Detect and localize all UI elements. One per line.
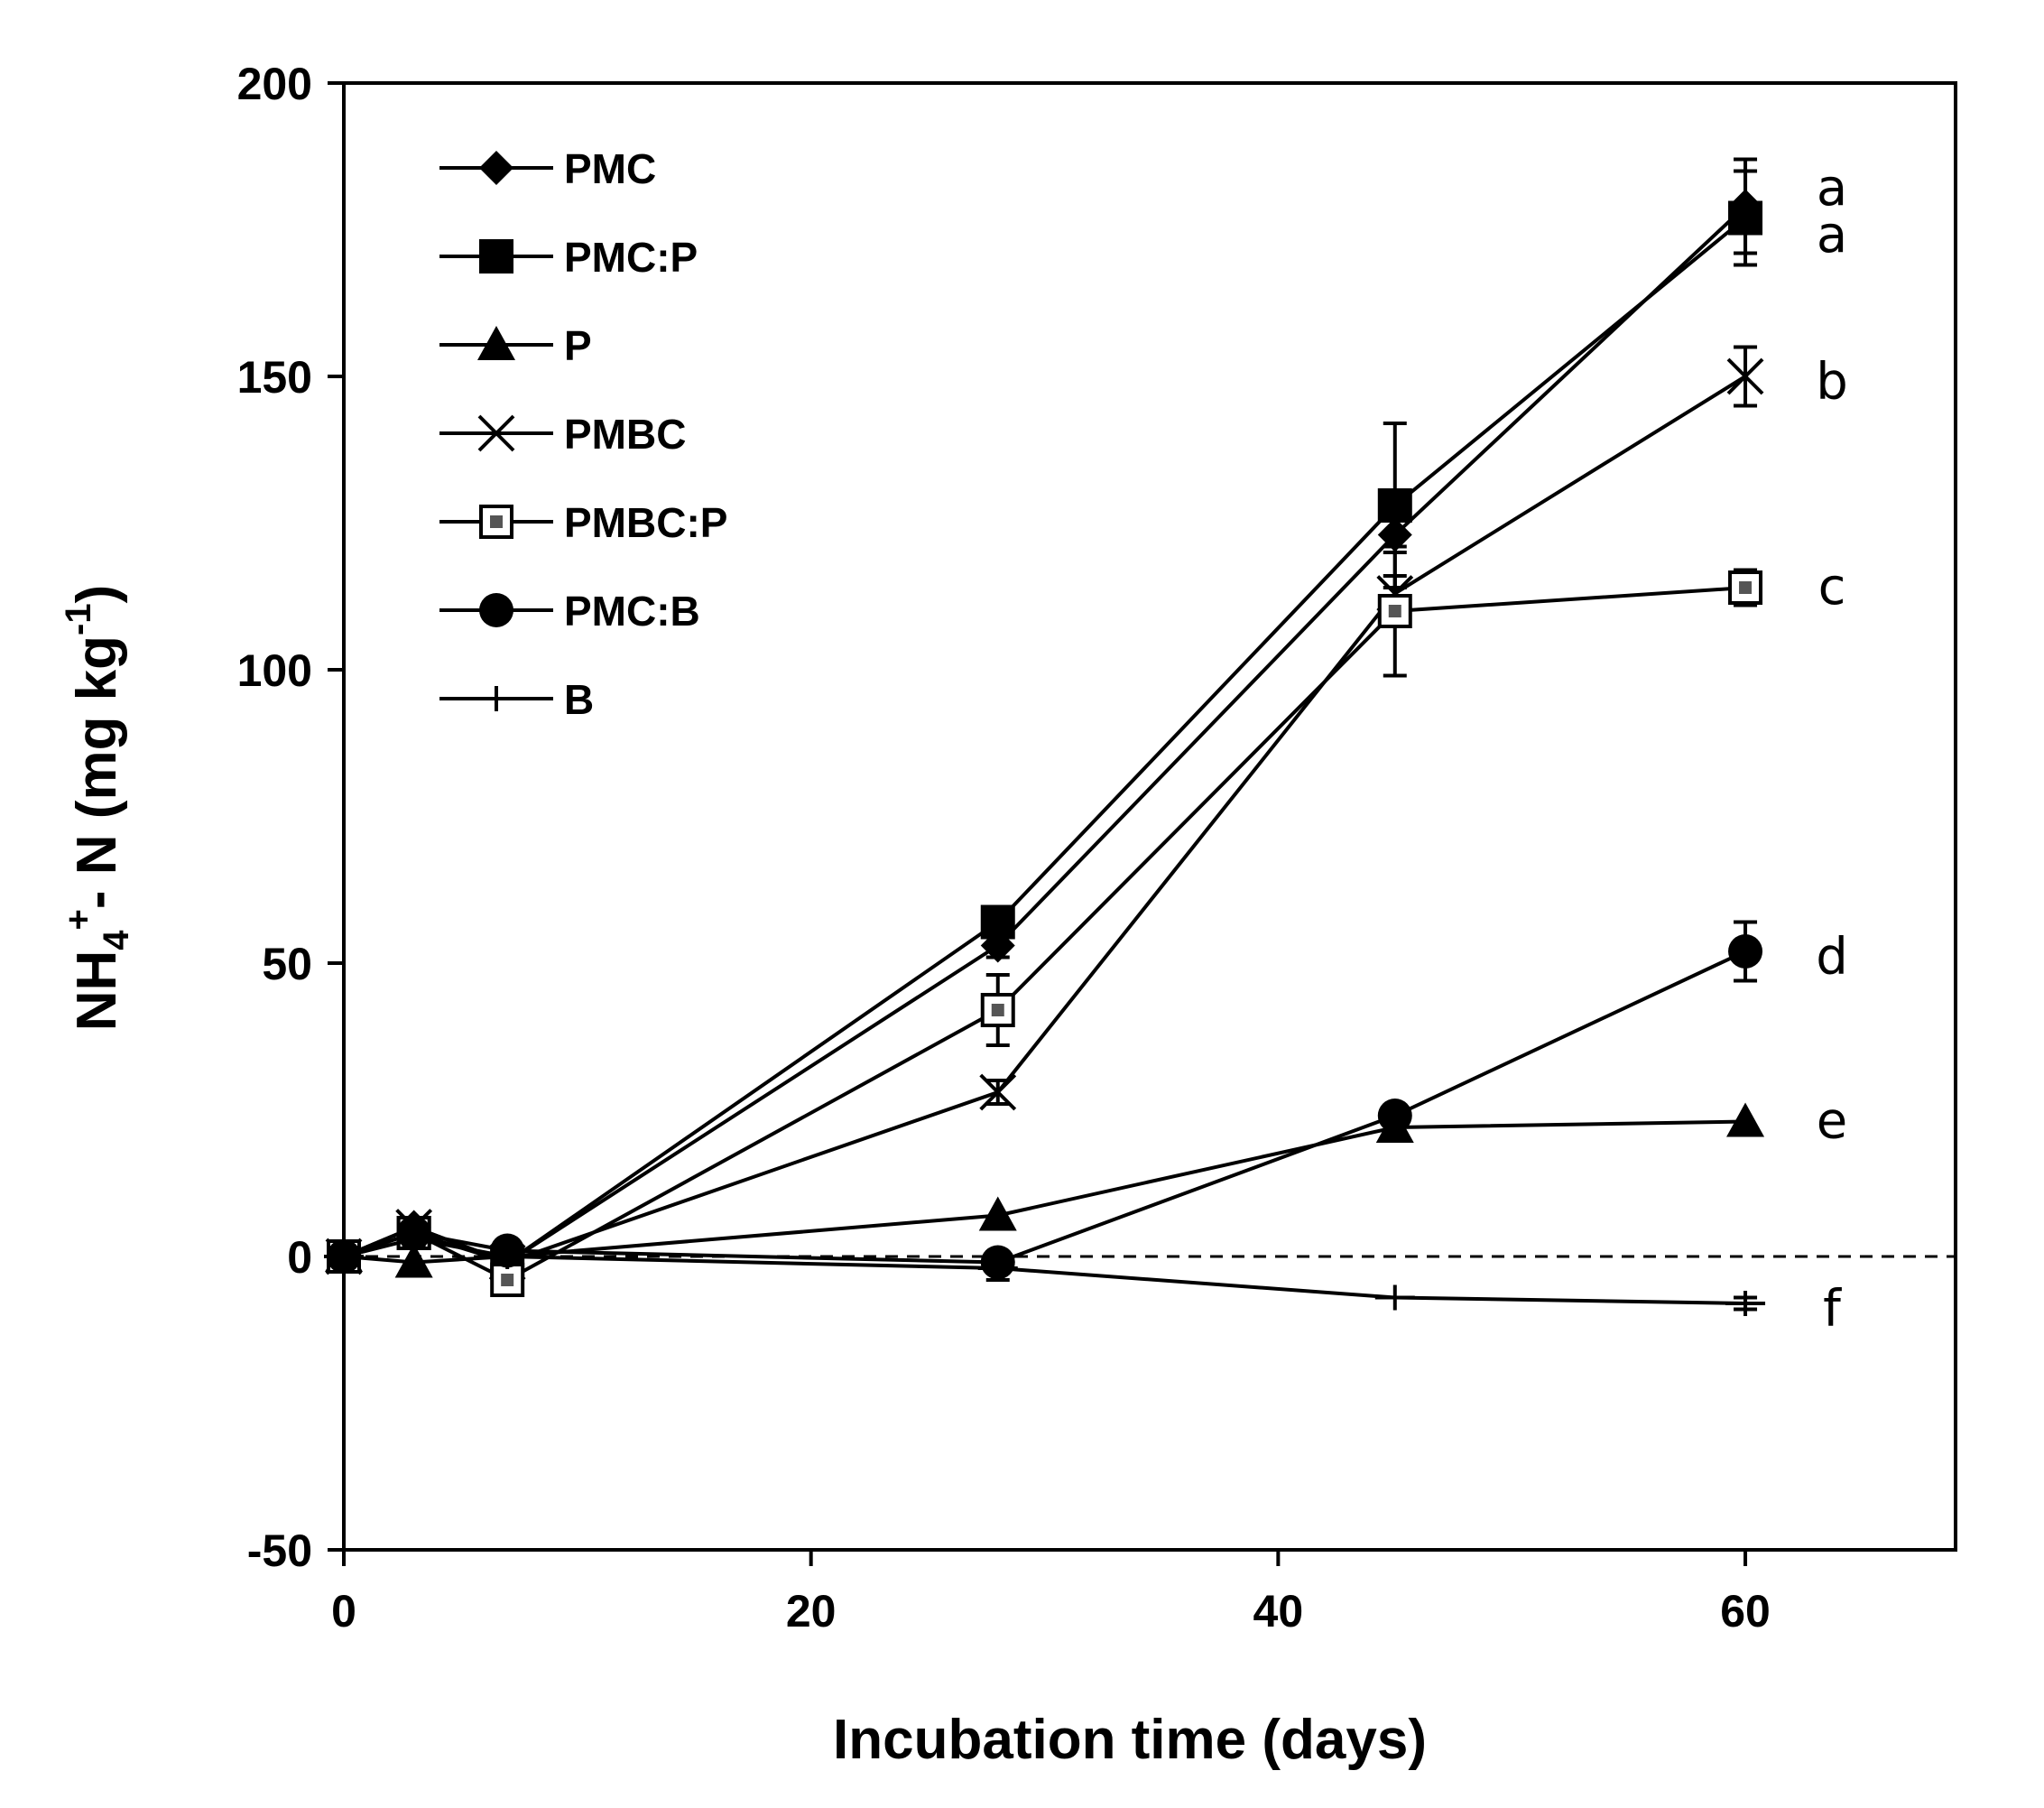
legend-marker-pmc-p bbox=[479, 239, 513, 274]
data-point-b bbox=[393, 1226, 434, 1252]
group-letter-label: e bbox=[1817, 1092, 1847, 1151]
legend-label-pmc: PMC bbox=[564, 145, 656, 192]
data-point-pmbc-p bbox=[1728, 570, 1763, 605]
series-line-pmc-b bbox=[343, 950, 1746, 1265]
data-point-p bbox=[978, 1196, 1017, 1231]
data-point-b bbox=[977, 1256, 1018, 1281]
series-line-p bbox=[343, 1119, 1746, 1265]
x-tick-label: 0 bbox=[331, 1586, 356, 1636]
series-pmc-p bbox=[327, 169, 1763, 1280]
series-pmbc bbox=[325, 345, 1764, 1281]
y-tick-label: 50 bbox=[262, 939, 312, 989]
group-letter-label: d bbox=[1816, 928, 1848, 987]
data-point-pmbc-p bbox=[980, 993, 1015, 1027]
series-pmc bbox=[327, 157, 1763, 1280]
legend-marker-b bbox=[476, 686, 516, 711]
y-tick-label: 0 bbox=[287, 1232, 312, 1283]
series-pmc-b bbox=[327, 920, 1763, 1280]
legend-entry-pmbc-p: PMBC:P bbox=[439, 499, 727, 546]
y-axis-title-rest: - N (mg kg bbox=[66, 635, 128, 909]
data-point-pmc-b bbox=[1728, 934, 1763, 969]
marker-stroke bbox=[1726, 357, 1764, 395]
data-point-b bbox=[1374, 1284, 1415, 1311]
legend-label-pmc-p: PMC:P bbox=[564, 234, 698, 281]
legend-marker-p bbox=[477, 326, 515, 360]
group-letter-label: f bbox=[1823, 1280, 1842, 1339]
legend-entry-b: B bbox=[439, 676, 594, 723]
x-tick-label: 40 bbox=[1253, 1586, 1304, 1636]
series-line-pmc-p bbox=[343, 216, 1747, 1265]
marker-stroke bbox=[477, 414, 515, 452]
y-tick-label: -50 bbox=[247, 1525, 312, 1576]
data-point-b bbox=[1725, 1291, 1766, 1316]
marker-dot bbox=[1388, 605, 1401, 617]
y-axis-title-sup: + bbox=[59, 909, 98, 930]
legend-entry-pmc-b: PMC:B bbox=[439, 588, 700, 635]
y-axis-title-unit-sup: -1 bbox=[59, 603, 98, 635]
marker-dot bbox=[1739, 581, 1753, 594]
legend-marker-pmbc bbox=[477, 414, 515, 452]
legend-label-pmc-b: PMC:B bbox=[564, 588, 700, 635]
marker-outline bbox=[980, 993, 1015, 1027]
x-tick-label: 60 bbox=[1720, 1586, 1771, 1636]
data-point-pmbc-p bbox=[490, 1263, 525, 1297]
legend-label-pmbc: PMBC bbox=[564, 411, 686, 458]
legend-marker-pmc bbox=[479, 151, 513, 185]
y-axis-title-close: ) bbox=[66, 585, 128, 604]
marker-dot bbox=[501, 1274, 514, 1286]
y-tick-label: 100 bbox=[237, 645, 312, 696]
data-point-pmbc-p bbox=[1377, 594, 1412, 628]
series-b bbox=[324, 1226, 1766, 1316]
series-line-pmc bbox=[343, 205, 1747, 1265]
series-pmbc-p bbox=[327, 544, 1763, 1297]
y-axis-title: NH4+- N (mg kg-1) bbox=[59, 585, 136, 1032]
group-letter-label: c bbox=[1818, 558, 1846, 617]
data-point-pmbc bbox=[979, 1073, 1017, 1111]
data-point-pmbc bbox=[1726, 357, 1764, 395]
series-line-b bbox=[343, 1237, 1746, 1305]
marker-outline bbox=[479, 505, 513, 539]
data-point-pmc-b bbox=[1377, 1099, 1412, 1133]
legend-label-p: P bbox=[564, 322, 592, 369]
data-point-pmc-p bbox=[1377, 488, 1412, 523]
group-letter-label: a bbox=[1817, 206, 1847, 264]
data-point-p bbox=[1726, 1102, 1765, 1137]
data-point-pmc-p bbox=[1728, 200, 1763, 236]
legend-label-b: B bbox=[564, 676, 594, 723]
series-line-pmbc bbox=[343, 375, 1747, 1265]
marker-stroke bbox=[979, 1073, 1017, 1111]
plot-frame bbox=[342, 81, 1957, 1552]
data-point-pmc-p bbox=[980, 904, 1015, 940]
legend-label-pmbc-p: PMBC:P bbox=[564, 499, 727, 546]
data-point-b bbox=[487, 1244, 528, 1269]
y-axis-title-base: NH bbox=[66, 950, 128, 1032]
legend-entry-pmc-p: PMC:P bbox=[439, 234, 698, 281]
legend-entry-p: P bbox=[439, 322, 592, 369]
series-line-pmbc-p bbox=[343, 586, 1746, 1283]
legend-marker-pmc-b bbox=[479, 593, 513, 627]
x-axis-title: Incubation time (days) bbox=[833, 1709, 1427, 1771]
group-letter-label: a bbox=[1817, 159, 1847, 218]
legend-marker-pmbc-p bbox=[479, 505, 513, 539]
y-tick-label: 150 bbox=[237, 352, 312, 403]
y-axis-title-sub: 4 bbox=[97, 930, 136, 950]
marker-dot bbox=[991, 1004, 1004, 1016]
group-letter-label: b bbox=[1816, 353, 1848, 412]
legend-entry-pmc: PMC bbox=[439, 145, 656, 192]
legend-entry-pmbc: PMBC bbox=[439, 411, 686, 458]
marker-dot bbox=[490, 515, 503, 528]
y-tick-label: 200 bbox=[237, 59, 312, 109]
x-tick-label: 20 bbox=[786, 1586, 837, 1636]
data-point-p bbox=[394, 1243, 433, 1278]
